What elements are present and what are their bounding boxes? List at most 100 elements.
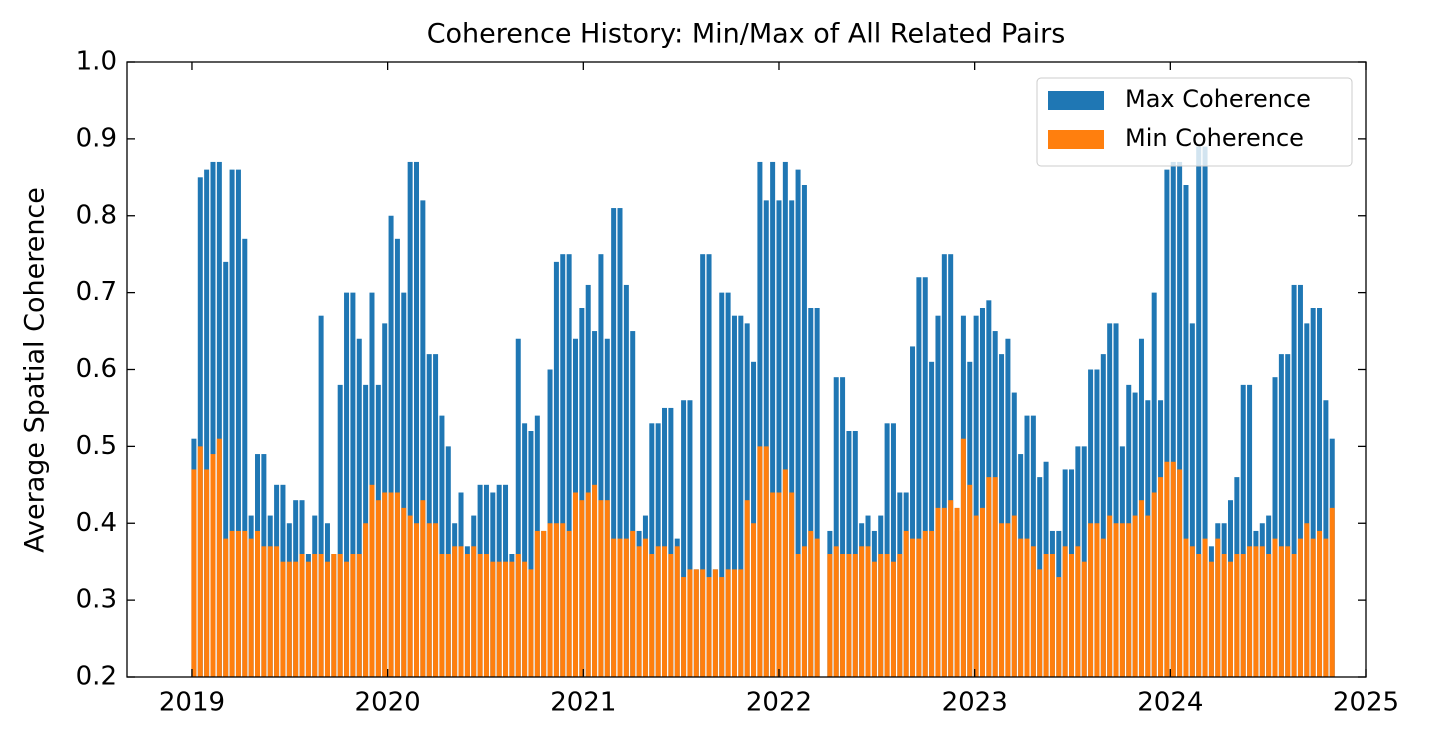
bar: [814, 308, 820, 677]
y-tick-label: 0.3: [76, 585, 117, 615]
bar: [1151, 492, 1157, 677]
bar: [1189, 546, 1195, 677]
bar: [528, 569, 534, 677]
bar: [611, 538, 617, 677]
bar: [910, 346, 916, 677]
bar: [560, 523, 566, 677]
bar: [1317, 530, 1323, 677]
bar: [776, 200, 782, 677]
bar: [350, 292, 356, 677]
bar: [1081, 561, 1087, 677]
y-tick-label: 0.2: [76, 662, 117, 692]
bar: [439, 554, 445, 677]
bar: [1221, 554, 1227, 677]
bar: [579, 308, 585, 677]
bar: [871, 561, 877, 677]
bar: [242, 238, 248, 677]
bar: [649, 554, 655, 677]
bar: [401, 292, 407, 677]
y-axis-label: Average Spatial Coherence: [20, 187, 51, 553]
bar: [1240, 554, 1246, 677]
bar: [375, 500, 381, 677]
bar: [534, 530, 540, 677]
bar: [248, 538, 254, 677]
bar: [1304, 323, 1310, 677]
bar: [649, 423, 655, 677]
bar: [960, 438, 966, 677]
bar: [1227, 561, 1233, 677]
bar: [719, 292, 725, 677]
bar: [706, 577, 712, 677]
bar: [687, 400, 693, 677]
bar: [922, 530, 928, 677]
bar: [1119, 523, 1125, 677]
bar: [801, 546, 807, 677]
bar: [897, 554, 903, 677]
bar: [394, 238, 400, 677]
bar: [1259, 546, 1265, 677]
bar: [344, 292, 350, 677]
bar: [642, 538, 648, 677]
bar: [1304, 523, 1310, 677]
bar: [884, 423, 890, 677]
bar: [611, 208, 617, 677]
bar: [751, 523, 757, 677]
bar: [884, 554, 890, 677]
bar: [1107, 323, 1113, 677]
bar: [1043, 554, 1049, 677]
bar: [751, 361, 757, 677]
bar: [1291, 554, 1297, 677]
bar: [471, 546, 477, 677]
chart-title: Coherence History: Min/Max of All Relate…: [427, 19, 1066, 50]
bar: [344, 561, 350, 677]
bar: [509, 561, 515, 677]
bar: [738, 315, 744, 677]
x-tick-label: 2024: [1137, 688, 1203, 718]
bar: [318, 315, 324, 677]
bar: [948, 500, 954, 677]
bar: [668, 554, 674, 677]
bar: [1272, 538, 1278, 677]
bar: [223, 261, 229, 677]
bar: [763, 200, 769, 677]
bar: [846, 554, 852, 677]
bar: [560, 254, 566, 677]
bar: [840, 554, 846, 677]
bar: [572, 492, 578, 677]
bar: [1005, 338, 1011, 677]
bar: [356, 554, 362, 677]
bar: [617, 538, 623, 677]
bar: [681, 577, 687, 677]
bar: [808, 530, 814, 677]
bar: [197, 177, 203, 677]
bar: [496, 561, 502, 677]
bar: [999, 354, 1005, 677]
bar: [426, 354, 432, 677]
bar: [592, 484, 598, 677]
bar: [903, 530, 909, 677]
bar: [693, 569, 699, 677]
bar: [910, 538, 916, 677]
bar: [890, 423, 896, 677]
bar: [452, 546, 458, 677]
bar: [967, 484, 973, 677]
bar: [731, 569, 737, 677]
x-tick-label: 2022: [746, 688, 812, 718]
bar: [922, 277, 928, 677]
bar: [1024, 538, 1030, 677]
bar: [413, 523, 419, 677]
bar: [935, 315, 941, 677]
bar: [1113, 323, 1119, 677]
bar: [255, 530, 261, 677]
bar: [973, 315, 979, 677]
bar: [1100, 354, 1106, 677]
bar: [833, 546, 839, 677]
bar: [1278, 546, 1284, 677]
bar: [738, 569, 744, 677]
bar: [1177, 469, 1183, 677]
bar: [1126, 523, 1132, 677]
bar: [547, 523, 553, 677]
bar: [674, 546, 680, 677]
bar: [1158, 477, 1164, 677]
bar: [1247, 546, 1253, 677]
